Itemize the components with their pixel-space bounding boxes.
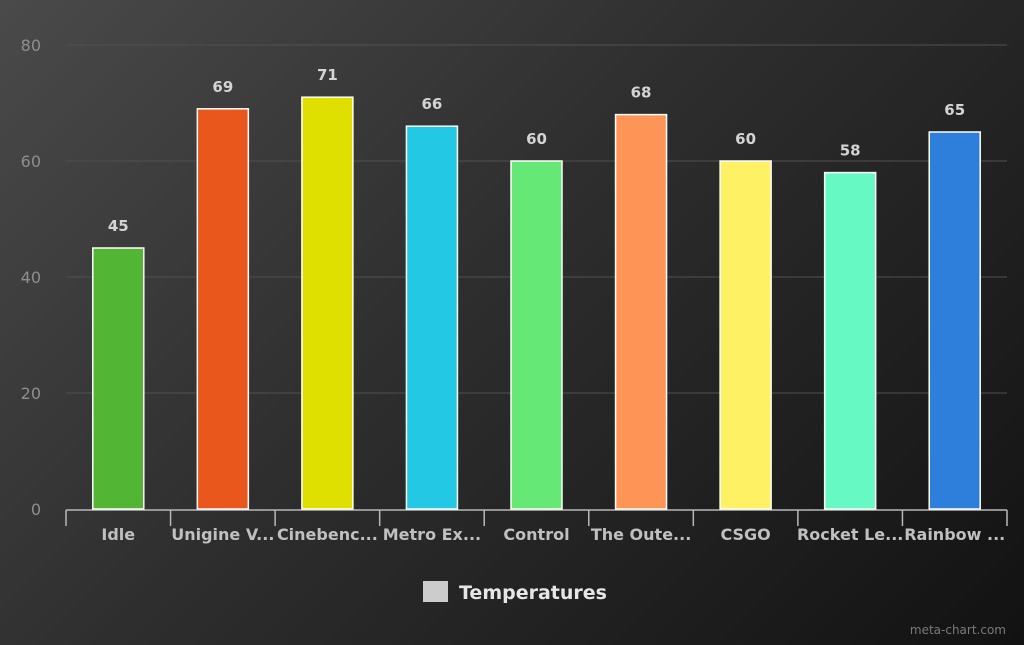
- credit-text[interactable]: meta-chart.com: [909, 623, 1006, 637]
- bar: [92, 247, 145, 510]
- x-tick-label: Control: [503, 525, 569, 544]
- x-tick-label: The Oute...: [591, 525, 691, 544]
- y-tick-label: 0: [31, 500, 41, 519]
- x-tick-label: Unigine V...: [171, 525, 274, 544]
- bar: [823, 171, 877, 510]
- bar: [719, 160, 772, 510]
- legend-swatch: [423, 581, 448, 602]
- x-tick-label: Metro Ex...: [383, 525, 481, 544]
- x-tick-label: Rocket Le...: [797, 525, 903, 544]
- legend-label: Temperatures: [459, 582, 607, 604]
- x-tick-label: Rainbow ...: [904, 525, 1005, 544]
- y-tick-label: 60: [21, 152, 41, 171]
- data-label: 45: [108, 217, 129, 235]
- data-label: 69: [212, 78, 233, 96]
- data-label: 66: [422, 95, 443, 113]
- y-tick-label: 20: [21, 384, 41, 403]
- y-tick-label: 40: [21, 268, 41, 287]
- bar: [510, 160, 563, 510]
- bar: [405, 125, 459, 510]
- data-label: 65: [944, 101, 965, 119]
- bar: [928, 131, 981, 510]
- x-tick-label: Idle: [101, 525, 135, 544]
- bar: [196, 108, 250, 510]
- data-label: 60: [735, 130, 756, 148]
- y-tick-label: 80: [21, 36, 41, 55]
- bar: [614, 113, 668, 510]
- data-label: 71: [317, 66, 338, 84]
- data-label: 58: [840, 142, 861, 160]
- data-label: 68: [631, 84, 652, 102]
- x-tick-label: Cinebenc...: [277, 525, 378, 544]
- data-label: 60: [526, 130, 547, 148]
- x-tick-label: CSGO: [720, 525, 770, 544]
- bar: [301, 96, 354, 510]
